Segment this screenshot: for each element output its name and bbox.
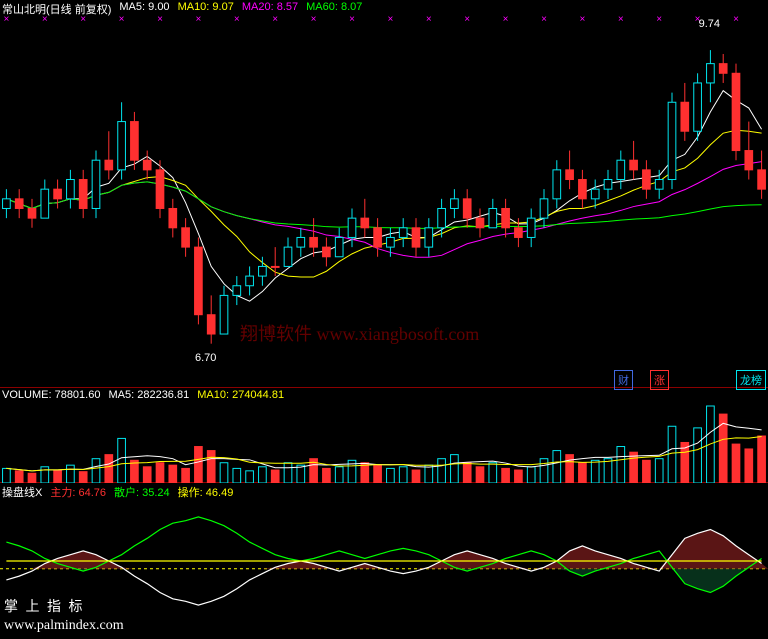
svg-text:×: ×	[503, 14, 509, 25]
price-header: 常山北明(日线 前复权) MA5: 9.00 MA10: 9.07 MA20: …	[2, 1, 362, 17]
indicator-header: 操盘线X 主力: 64.76 散户: 35.24 操作: 46.49	[2, 484, 233, 500]
palmindex-watermark: 掌 上 指 标 www.palmindex.com	[4, 599, 124, 635]
badge-龙榜[interactable]: 龙榜	[736, 370, 766, 390]
svg-text:×: ×	[426, 14, 432, 25]
price-panel[interactable]: 常山北明(日线 前复权) MA5: 9.00 MA10: 9.07 MA20: …	[0, 0, 768, 388]
caozuo-label: 操作: 46.49	[178, 484, 234, 500]
low-price-label: 6.70	[195, 352, 216, 364]
svg-text:×: ×	[464, 14, 470, 25]
sanhu-label: 散户: 35.24	[114, 484, 170, 500]
badge-财[interactable]: 财	[614, 370, 633, 390]
indicator-name: 操盘线X	[2, 484, 42, 500]
ma5-label: MA5: 9.00	[119, 1, 169, 17]
svg-text:×: ×	[387, 14, 393, 25]
volume-label: VOLUME: 78801.60	[2, 389, 100, 401]
svg-text:×: ×	[618, 14, 624, 25]
vol-ma5-label: MA5: 282236.81	[108, 389, 189, 401]
svg-text:×: ×	[733, 14, 739, 25]
candlestick-chart[interactable]: ××××××××××××××××××××	[0, 0, 768, 388]
svg-text:×: ×	[579, 14, 585, 25]
volume-chart[interactable]	[0, 388, 768, 483]
svg-text:×: ×	[656, 14, 662, 25]
badge-涨[interactable]: 涨	[650, 370, 669, 390]
zhuli-label: 主力: 64.76	[50, 484, 106, 500]
high-price-label: 9.74	[699, 18, 720, 30]
vol-ma10-label: MA10: 274044.81	[197, 389, 284, 401]
ma10-label: MA10: 9.07	[178, 1, 234, 17]
ma60-label: MA60: 8.07	[306, 1, 362, 17]
volume-header: VOLUME: 78801.60 MA5: 282236.81 MA10: 27…	[2, 389, 284, 401]
stock-title: 常山北明(日线 前复权)	[2, 1, 111, 17]
indicator-panel[interactable]: 操盘线X 主力: 64.76 散户: 35.24 操作: 46.49 掌 上 指…	[0, 483, 768, 639]
ma20-label: MA20: 8.57	[242, 1, 298, 17]
volume-panel[interactable]: VOLUME: 78801.60 MA5: 282236.81 MA10: 27…	[0, 388, 768, 483]
svg-text:×: ×	[541, 14, 547, 25]
